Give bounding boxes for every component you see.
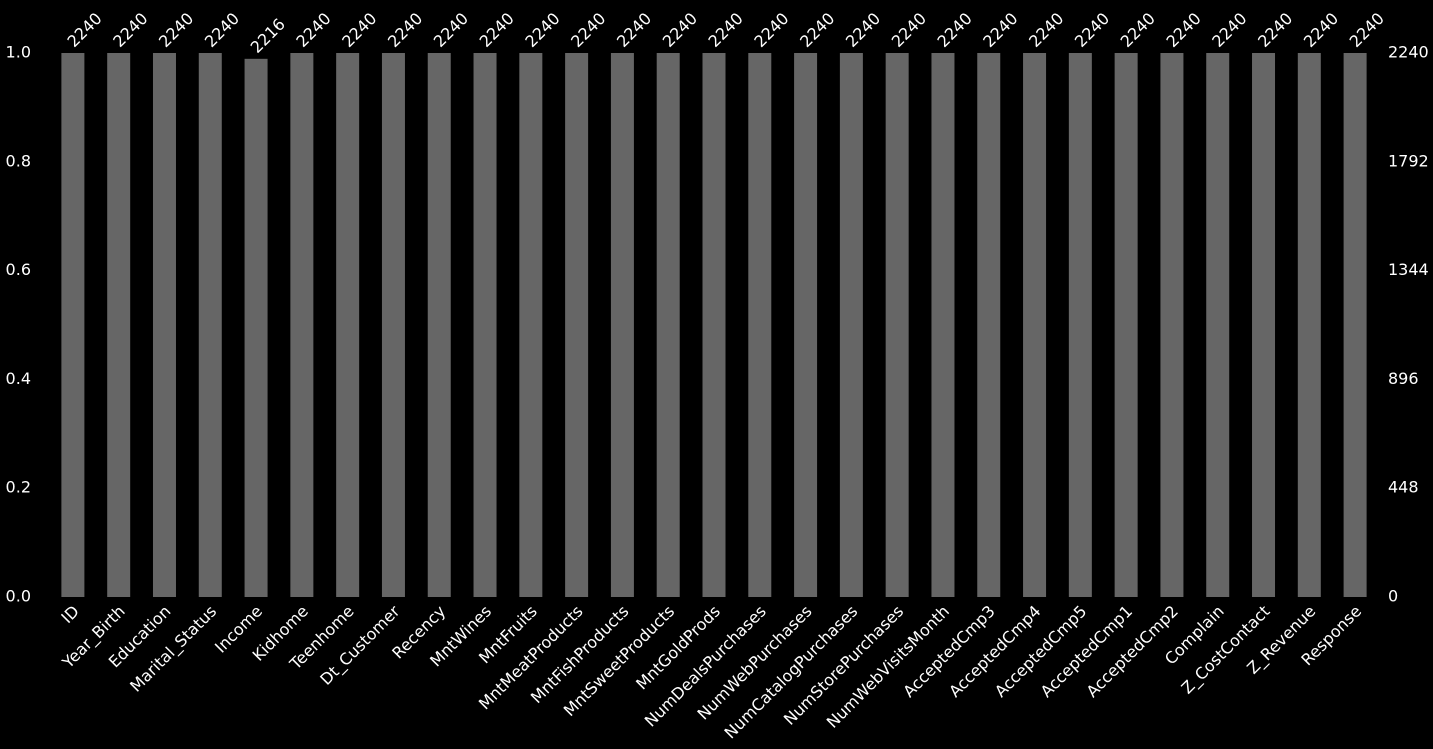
y2-tick-label: 1344 (1388, 260, 1429, 279)
bar (427, 53, 451, 597)
y-tick-label: 0.4 (6, 369, 31, 388)
bar (656, 53, 680, 597)
y2-tick-label: 896 (1388, 369, 1419, 388)
bar-value-label: 2240 (521, 9, 563, 51)
y2-tick-label: 0 (1388, 587, 1398, 606)
bar-value-label: 2240 (934, 9, 976, 51)
bar-value-label: 2240 (1117, 9, 1159, 51)
bar-value-label: 2240 (1025, 9, 1067, 51)
bar-value-label: 2240 (201, 9, 243, 51)
bar (198, 53, 222, 597)
bar (290, 53, 314, 597)
bar-value-label: 2240 (1346, 9, 1388, 51)
bar (1206, 53, 1230, 597)
y-tick-label: 0.6 (6, 260, 31, 279)
bar (565, 53, 589, 597)
bar (610, 53, 634, 597)
bar-value-label: 2240 (750, 9, 792, 51)
bar (61, 53, 85, 597)
bar-value-label: 2240 (292, 9, 334, 51)
bar-value-label: 2240 (1163, 9, 1205, 51)
bar-value-label: 2216 (247, 15, 289, 57)
y2-tick-label: 1792 (1388, 151, 1429, 170)
bar (1160, 53, 1184, 597)
bar-value-label: 2240 (1208, 9, 1250, 51)
bar (885, 53, 909, 597)
bar (1068, 53, 1092, 597)
bar-value-label: 2240 (1071, 9, 1113, 51)
bar-value-label: 2240 (1254, 9, 1296, 51)
bar (473, 53, 497, 597)
bar-value-label: 2240 (430, 9, 472, 51)
bar (1023, 53, 1047, 597)
bar-value-label: 2240 (888, 9, 930, 51)
bar-value-label: 2240 (659, 9, 701, 51)
bar-value-label: 2240 (842, 9, 884, 51)
bar-value-label: 2240 (155, 9, 197, 51)
y-tick-label: 0.2 (6, 478, 31, 497)
bar (336, 53, 360, 597)
bar (1252, 53, 1276, 597)
bar-value-label: 2240 (109, 9, 151, 51)
bar (519, 53, 543, 597)
bar-value-label: 2240 (384, 9, 426, 51)
y2-tick-label: 448 (1388, 478, 1419, 497)
bar (107, 53, 131, 597)
y-tick-label: 1.0 (6, 43, 31, 62)
bar-value-label: 2240 (705, 9, 747, 51)
bar-value-label: 2240 (796, 9, 838, 51)
bar-value-label: 2240 (476, 9, 518, 51)
bar (1297, 53, 1321, 597)
bar (977, 53, 1001, 597)
y-tick-label: 0.8 (6, 151, 31, 170)
bar (748, 53, 772, 597)
bar (1343, 53, 1367, 597)
bar-value-label: 2240 (1300, 9, 1342, 51)
x-tick-label: ID (57, 602, 82, 627)
bar (839, 53, 863, 597)
bar-value-label: 2240 (613, 9, 655, 51)
bar (152, 53, 176, 597)
bar (381, 53, 405, 597)
bar-value-label: 2240 (338, 9, 380, 51)
bar-value-label: 2240 (63, 9, 105, 51)
y2-tick-label: 2240 (1388, 43, 1429, 62)
bar (794, 53, 818, 597)
bar (702, 53, 726, 597)
bar (1114, 53, 1138, 597)
bar-value-label: 2240 (567, 9, 609, 51)
bar-value-label: 2240 (979, 9, 1021, 51)
bar (244, 58, 268, 598)
bar (931, 53, 955, 597)
y-tick-label: 0.0 (6, 587, 31, 606)
